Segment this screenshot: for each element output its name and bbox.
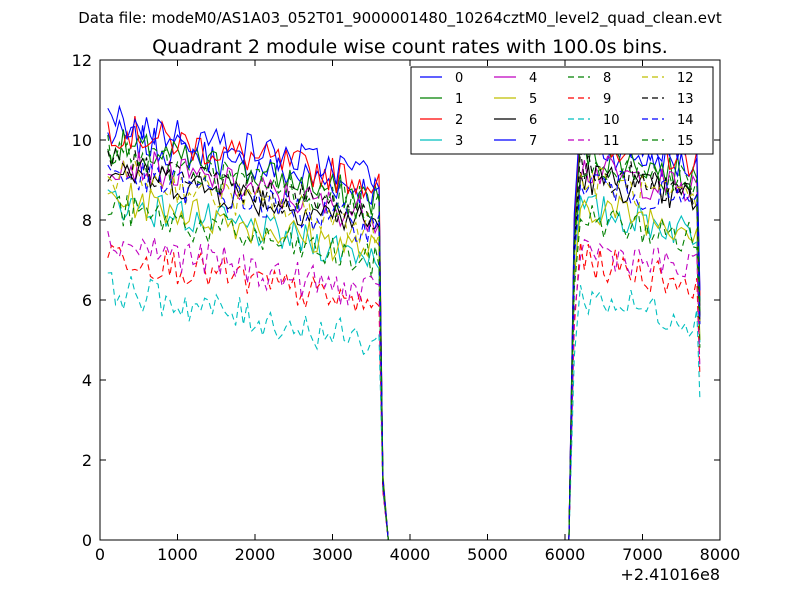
y-tick-label: 8: [82, 211, 92, 230]
legend-label-6: 6: [529, 113, 537, 128]
series-line-0: [107, 118, 701, 541]
series-line-14: [107, 162, 701, 541]
x-axis: 0 1000 2000 3000 4000 5000 6000 7000 8000: [95, 60, 740, 564]
legend-label-14: 14: [677, 113, 694, 128]
series-line-2: [107, 116, 701, 541]
series-line-9: [107, 242, 701, 541]
legend-label-12: 12: [677, 71, 694, 86]
series-line-15: [107, 134, 701, 541]
legend-label-7: 7: [529, 134, 537, 149]
y-tick-label: 2: [82, 451, 92, 470]
x-tick-label: 1000: [157, 545, 198, 564]
x-tick-label: 7000: [622, 545, 663, 564]
legend-label-8: 8: [603, 71, 611, 86]
series-line-4: [107, 151, 701, 541]
series-line-12: [107, 159, 701, 541]
series-line-3: [107, 189, 701, 541]
x-tick-label: 0: [95, 545, 105, 564]
x-tick-label: 4000: [390, 545, 431, 564]
legend-label-15: 15: [677, 134, 694, 149]
chart-suptitle: Data file: modeM0/AS1A03_052T01_90000014…: [78, 9, 722, 28]
x-tick-label: 2000: [235, 545, 276, 564]
legend-label-3: 3: [455, 134, 463, 149]
series-line-11: [107, 230, 701, 541]
legend-label-13: 13: [677, 92, 694, 107]
series-line-10: [107, 272, 701, 541]
legend-label-1: 1: [455, 92, 463, 107]
x-tick-label: 6000: [545, 545, 586, 564]
y-tick-label: 12: [72, 51, 92, 70]
x-offset-label: +2.41016e8: [620, 565, 720, 584]
series-line-8: [107, 195, 701, 541]
legend-label-11: 11: [603, 134, 620, 149]
y-tick-label: 6: [82, 291, 92, 310]
y-tick-label: 4: [82, 371, 92, 390]
series-line-5: [107, 182, 701, 541]
series-line-13: [107, 147, 701, 541]
x-tick-label: 5000: [467, 545, 508, 564]
series-line-1: [107, 129, 701, 541]
y-tick-label: 10: [72, 131, 92, 150]
legend-label-5: 5: [529, 92, 537, 107]
x-tick-label: 8000: [700, 545, 741, 564]
legend-label-10: 10: [603, 113, 620, 128]
y-tick-label: 0: [82, 531, 92, 550]
x-tick-label: 3000: [312, 545, 353, 564]
chart-title: Quadrant 2 module wise count rates with …: [152, 36, 668, 58]
legend-label-9: 9: [603, 92, 611, 107]
legend-label-2: 2: [455, 113, 463, 128]
plot-lines: [107, 104, 701, 541]
legend-label-4: 4: [529, 71, 537, 86]
legend-label-0: 0: [455, 71, 463, 86]
